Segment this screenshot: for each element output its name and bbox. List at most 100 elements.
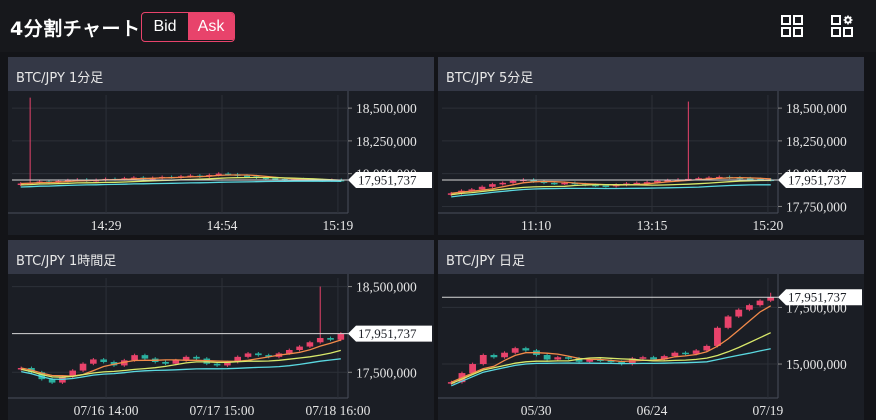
candle-body bbox=[265, 355, 272, 357]
candle-body bbox=[306, 342, 314, 347]
panel-header: BTC/JPY 日足 bbox=[438, 240, 864, 274]
candle-body bbox=[182, 356, 190, 361]
candle-body bbox=[316, 338, 324, 343]
panel-header: BTC/JPY 1時間足 bbox=[8, 240, 434, 274]
candle-body bbox=[703, 345, 711, 351]
candle-body bbox=[692, 350, 700, 354]
price-type-toggle[interactable]: Bid Ask bbox=[141, 12, 235, 42]
ma-mid-line bbox=[21, 349, 341, 378]
x-tick-label: 07/19 bbox=[753, 403, 784, 418]
candlestick-chart-1h[interactable]: 18,500,000 17,500,000 07/16 14:00 07/17 15:… bbox=[8, 274, 434, 420]
grid-layout-icon[interactable] bbox=[780, 14, 804, 38]
y-tick-label: 18,500,000 bbox=[356, 280, 417, 295]
candle-body bbox=[79, 363, 87, 371]
grid-settings-icon[interactable] bbox=[830, 14, 854, 38]
candle-body bbox=[48, 379, 56, 383]
candle-body bbox=[337, 333, 345, 340]
x-tick-label: 15:20 bbox=[753, 218, 784, 233]
candle-body bbox=[540, 181, 548, 184]
x-tick-label: 11:10 bbox=[521, 218, 551, 233]
candle-body bbox=[262, 177, 269, 180]
y-tick-label: 18,250,000 bbox=[786, 134, 847, 149]
chart-panel-5m[interactable]: BTC/JPY 5分足 18,500,00018,250,00018,000,0… bbox=[438, 57, 864, 235]
candle-body bbox=[618, 361, 626, 365]
x-tick-label: 06/24 bbox=[637, 403, 668, 418]
candle-body bbox=[234, 356, 242, 362]
current-price-tag bbox=[778, 171, 862, 188]
candle-body bbox=[215, 173, 222, 176]
candle-body bbox=[100, 359, 107, 362]
bid-option[interactable]: Bid bbox=[153, 18, 177, 35]
candle-body bbox=[633, 182, 641, 185]
candle-body bbox=[714, 327, 721, 346]
current-price-tag bbox=[348, 325, 432, 342]
candle-body bbox=[592, 184, 599, 187]
candle-body bbox=[654, 180, 661, 183]
candle-body bbox=[561, 182, 568, 185]
candle-body bbox=[255, 353, 262, 356]
x-tick-label: 07/17 15:00 bbox=[190, 403, 255, 418]
candle-body bbox=[489, 184, 496, 187]
y-tick-label: 15,000,000 bbox=[786, 357, 847, 372]
candle-body bbox=[501, 352, 508, 358]
candle-body bbox=[664, 180, 672, 182]
ask-option[interactable]: Ask bbox=[188, 13, 234, 40]
page-title: 4分割チャート bbox=[10, 18, 141, 40]
candle-body bbox=[468, 189, 476, 191]
candle-body bbox=[272, 178, 279, 180]
y-tick-label: 18,500,000 bbox=[786, 101, 847, 116]
candle-body bbox=[141, 355, 149, 359]
ma-mid-line bbox=[451, 332, 771, 385]
y-tick-label: 17,750,000 bbox=[786, 199, 847, 214]
panel-header: BTC/JPY 5分足 bbox=[438, 57, 864, 91]
candle-body bbox=[746, 178, 754, 180]
ma-short-line bbox=[21, 339, 341, 377]
current-price-label: 17,951,737 bbox=[358, 172, 417, 187]
chart-panel-1h[interactable]: BTC/JPY 1時間足 18,500,000 17,500,000 07/16 1… bbox=[8, 240, 434, 420]
candle-body bbox=[285, 350, 293, 354]
candle-body bbox=[756, 300, 764, 306]
panel-title: BTC/JPY 5分足 bbox=[446, 71, 534, 86]
candle-body bbox=[660, 356, 668, 360]
candle-body bbox=[131, 355, 138, 361]
candle-body bbox=[213, 363, 221, 366]
candle-body bbox=[172, 360, 180, 364]
candle-body bbox=[478, 186, 486, 190]
top-bar: 4分割チャート Bid Ask bbox=[0, 0, 876, 52]
candle-body bbox=[479, 354, 487, 365]
candle-body bbox=[575, 358, 583, 362]
ma-short-line bbox=[451, 305, 772, 383]
y-tick-label: 17,500,000 bbox=[356, 365, 417, 380]
chart-panel-1d[interactable]: BTC/JPY 日足 17,500,000 15,000,000 05/30 06/2… bbox=[438, 240, 864, 420]
ma-long-line bbox=[451, 184, 771, 198]
candle-body bbox=[530, 179, 537, 182]
candle-body bbox=[639, 357, 647, 359]
candle-body bbox=[69, 370, 77, 377]
candle-body bbox=[671, 352, 679, 357]
candle-body bbox=[565, 357, 572, 359]
current-price-label: 17,951,737 bbox=[788, 172, 847, 187]
ma-long-line bbox=[21, 358, 341, 380]
candle-body bbox=[193, 356, 200, 359]
x-tick-label: 14:29 bbox=[91, 218, 122, 233]
candlestick-chart-5m[interactable]: 18,500,00018,250,00018,000,00017,750,000… bbox=[438, 91, 864, 235]
candle-body bbox=[469, 364, 477, 374]
candle-body bbox=[244, 353, 252, 357]
candle-body bbox=[745, 305, 753, 310]
panel-title: BTC/JPY 1分足 bbox=[16, 71, 104, 86]
panel-title: BTC/JPY 1時間足 bbox=[16, 254, 117, 269]
chart-panel-1m[interactable]: BTC/JPY 1分足 18,500,00018,250,00018,000,0… bbox=[8, 57, 434, 235]
candle-body bbox=[17, 368, 25, 370]
current-price-label: 17,951,737 bbox=[788, 290, 847, 305]
current-price-label: 17,951,737 bbox=[358, 326, 417, 341]
candle-body bbox=[296, 346, 303, 350]
y-tick-label: 18,500,000 bbox=[356, 101, 417, 116]
candle-body bbox=[767, 297, 775, 301]
current-price-tag bbox=[348, 171, 432, 188]
ma-long-line bbox=[20, 180, 342, 188]
panel-header: BTC/JPY 1分足 bbox=[8, 57, 434, 91]
x-tick-label: 14:54 bbox=[207, 218, 238, 233]
candlestick-chart-1m[interactable]: 18,500,00018,250,00018,000,00014:2914:54… bbox=[8, 91, 434, 235]
x-tick-label: 07/18 16:00 bbox=[305, 403, 370, 418]
